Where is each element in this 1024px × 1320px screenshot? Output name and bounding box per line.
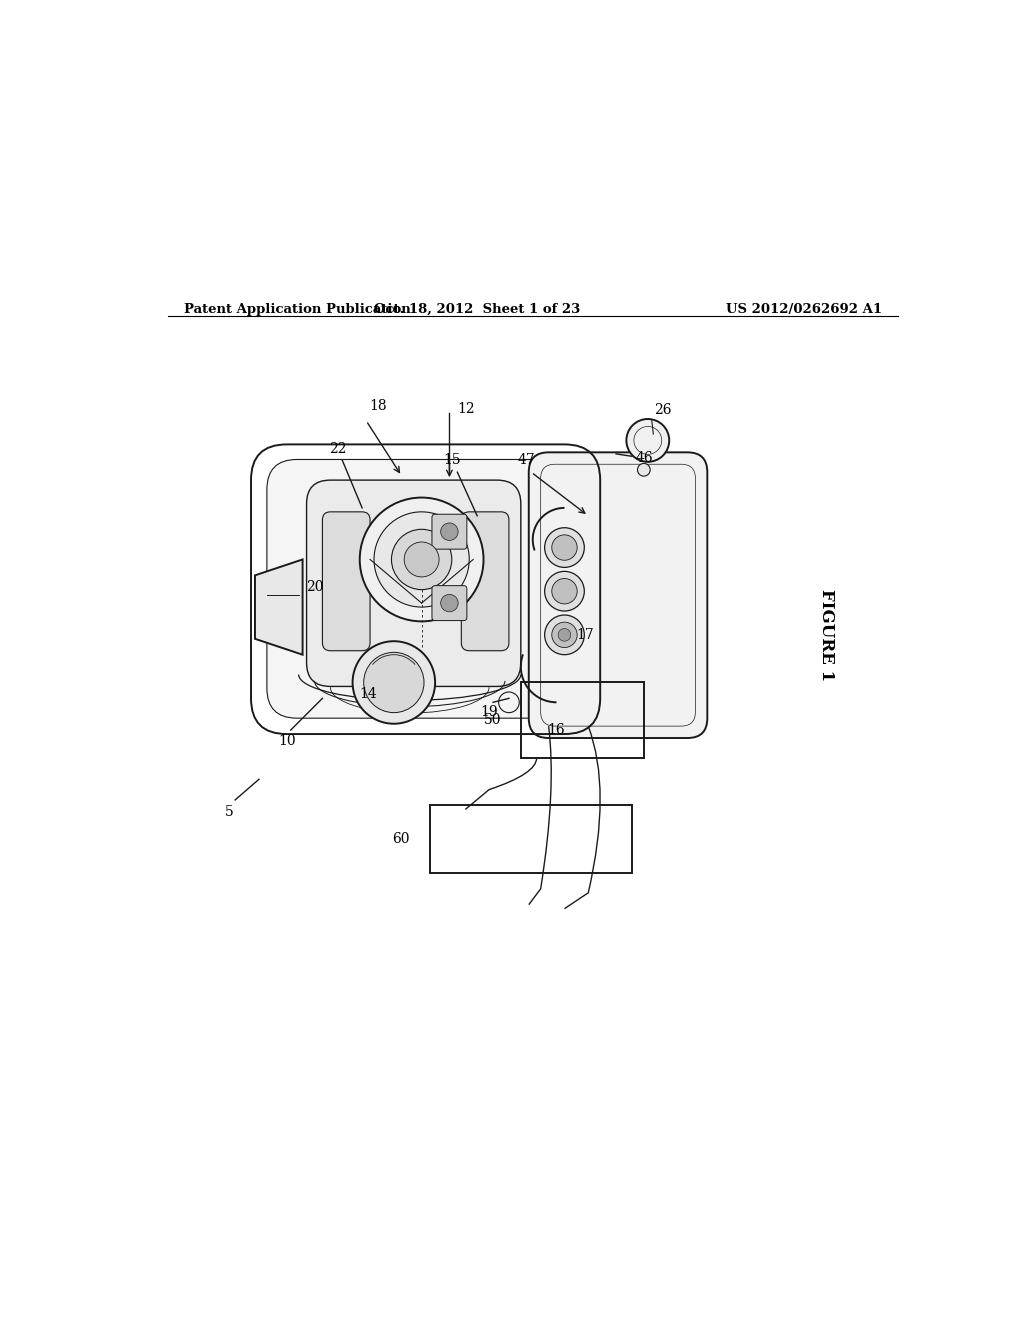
Text: 10: 10 [278, 734, 296, 748]
Circle shape [552, 578, 578, 605]
Circle shape [627, 418, 670, 462]
Circle shape [545, 572, 585, 611]
Text: 46: 46 [636, 451, 653, 465]
Bar [521, 682, 644, 758]
Text: 50: 50 [483, 713, 501, 727]
Text: 17: 17 [577, 628, 594, 642]
Text: US 2012/0262692 A1: US 2012/0262692 A1 [726, 304, 882, 315]
Circle shape [440, 594, 458, 612]
Circle shape [440, 523, 458, 540]
Circle shape [558, 628, 570, 642]
FancyBboxPatch shape [432, 515, 467, 549]
Text: 60: 60 [392, 832, 410, 846]
FancyBboxPatch shape [323, 512, 370, 651]
Text: 20: 20 [306, 581, 324, 594]
Text: 26: 26 [654, 403, 672, 417]
Polygon shape [255, 560, 303, 655]
Circle shape [404, 543, 439, 577]
Text: 18: 18 [370, 399, 387, 413]
Text: 12: 12 [458, 401, 475, 416]
FancyBboxPatch shape [528, 453, 708, 738]
Text: FIGURE 1: FIGURE 1 [818, 589, 835, 681]
Text: 16: 16 [547, 723, 564, 737]
FancyBboxPatch shape [267, 459, 585, 718]
FancyBboxPatch shape [306, 480, 521, 686]
Circle shape [552, 535, 578, 560]
Text: 19: 19 [480, 705, 498, 718]
Circle shape [552, 622, 578, 648]
Circle shape [391, 529, 452, 590]
Circle shape [374, 512, 469, 607]
FancyBboxPatch shape [432, 586, 467, 620]
Bar [430, 805, 632, 873]
Circle shape [359, 498, 483, 622]
Text: 22: 22 [330, 442, 347, 457]
Text: 15: 15 [443, 453, 461, 466]
Circle shape [638, 463, 650, 477]
Circle shape [545, 528, 585, 568]
Circle shape [364, 652, 424, 713]
Circle shape [545, 615, 585, 655]
FancyBboxPatch shape [461, 512, 509, 651]
Text: Oct. 18, 2012  Sheet 1 of 23: Oct. 18, 2012 Sheet 1 of 23 [374, 304, 581, 315]
Text: Patent Application Publication: Patent Application Publication [183, 304, 411, 315]
Text: 14: 14 [359, 688, 377, 701]
Text: 5: 5 [225, 805, 233, 818]
Text: 47: 47 [517, 453, 536, 466]
Circle shape [352, 642, 435, 723]
